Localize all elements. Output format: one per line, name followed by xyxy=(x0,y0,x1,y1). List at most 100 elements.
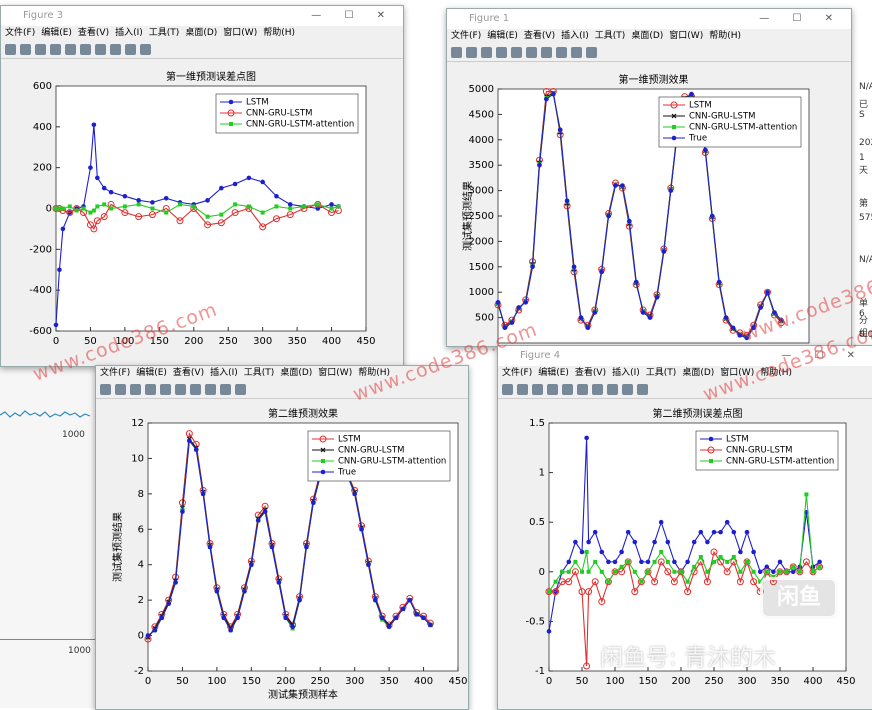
menu-item[interactable]: 帮助(H) xyxy=(709,31,741,41)
toolbar-button[interactable] xyxy=(115,384,126,395)
marker xyxy=(414,612,419,617)
toolbar-button[interactable] xyxy=(532,384,543,395)
menu-item[interactable]: 编辑(E) xyxy=(136,368,167,378)
x-tick-label: 0 xyxy=(53,336,59,347)
menu-item[interactable]: 窗口(W) xyxy=(318,368,353,378)
menu-item[interactable]: 帮助(H) xyxy=(760,368,792,378)
toolbar-button[interactable] xyxy=(541,47,552,58)
menu-item[interactable]: 桌面(D) xyxy=(185,28,218,38)
toolbar-button[interactable] xyxy=(592,384,603,395)
toolbar-button[interactable] xyxy=(451,47,462,58)
marker xyxy=(670,101,678,109)
menu-item[interactable]: 查看(V) xyxy=(574,368,607,378)
marker xyxy=(66,209,74,217)
toolbar-button[interactable] xyxy=(511,47,522,58)
toolbar-button[interactable] xyxy=(100,384,111,395)
toolbar-button[interactable] xyxy=(577,384,588,395)
marker xyxy=(664,568,672,576)
toolbar-button[interactable] xyxy=(517,384,528,395)
marker xyxy=(185,430,193,438)
toolbar-button[interactable] xyxy=(145,384,156,395)
menu-item[interactable]: 桌面(D) xyxy=(682,368,715,378)
toolbar-button[interactable] xyxy=(20,44,31,55)
toolbar-button[interactable] xyxy=(607,384,618,395)
menu-item[interactable]: 文件(F) xyxy=(100,368,131,378)
menu-item[interactable]: 窗口(W) xyxy=(223,28,258,38)
toolbar-button[interactable] xyxy=(95,44,106,55)
toolbar-button[interactable] xyxy=(35,44,46,55)
toolbar-button[interactable] xyxy=(481,47,492,58)
toolbar-button[interactable] xyxy=(235,384,246,395)
marker xyxy=(708,436,714,442)
toolbar-button[interactable] xyxy=(80,44,91,55)
menu-item[interactable]: 工具(T) xyxy=(243,368,275,378)
marker xyxy=(817,559,822,565)
menu-item[interactable]: 文件(F) xyxy=(451,31,482,41)
menu-item[interactable]: 文件(F) xyxy=(502,368,533,378)
toolbar-button[interactable] xyxy=(110,44,121,55)
marker xyxy=(644,568,652,576)
toolbar-button[interactable] xyxy=(571,47,582,58)
toolbar-button[interactable] xyxy=(175,384,186,395)
toolbar-button[interactable] xyxy=(205,384,216,395)
menu-item[interactable]: 工具(T) xyxy=(594,31,626,41)
menu-item[interactable]: 桌面(D) xyxy=(280,368,313,378)
toolbar-button[interactable] xyxy=(220,384,231,395)
menu-item[interactable]: 窗口(W) xyxy=(720,368,755,378)
menu-item[interactable]: 窗口(W) xyxy=(669,31,704,41)
toolbar-button[interactable] xyxy=(562,384,573,395)
menu-item[interactable]: 编辑(E) xyxy=(538,368,569,378)
marker xyxy=(546,629,552,634)
menu-item[interactable]: 工具(T) xyxy=(148,28,180,38)
toolbar-button[interactable] xyxy=(50,44,61,55)
toolbar-button[interactable] xyxy=(466,47,477,58)
toolbar-button[interactable] xyxy=(586,47,597,58)
marker xyxy=(654,294,660,300)
toolbar-button[interactable] xyxy=(140,44,151,55)
chart-title: 第一维预测误差点图 xyxy=(166,70,256,83)
toolbar-button[interactable] xyxy=(160,384,171,395)
marker xyxy=(502,325,508,331)
marker xyxy=(164,210,169,215)
y-tick-label: 10 xyxy=(131,453,144,464)
window-chrome: Figure 3 文件(F) 编辑(E) 查看(V) 插入(I) 工具(T) 桌面(D) 窗口… xyxy=(1,6,403,59)
marker xyxy=(260,210,265,215)
menu-item[interactable]: 工具(T) xyxy=(645,368,677,378)
marker xyxy=(227,109,235,117)
toolbar-button[interactable] xyxy=(496,47,507,58)
menu-item[interactable]: 文件(F) xyxy=(5,28,36,38)
toolbar-button[interactable] xyxy=(130,384,141,395)
toolbar-button[interactable] xyxy=(502,384,513,395)
menu-item[interactable]: 编辑(E) xyxy=(41,28,72,38)
menu-item[interactable]: 查看(V) xyxy=(523,31,556,41)
marker xyxy=(315,202,320,207)
y-axis-label: 测试集预测结果 xyxy=(461,181,474,251)
toolbar xyxy=(1,41,403,59)
menu-item[interactable]: 编辑(E) xyxy=(487,31,518,41)
menu-item[interactable]: 帮助(H) xyxy=(358,368,390,378)
marker xyxy=(235,615,240,621)
x-tick-label: 150 xyxy=(242,676,261,687)
toolbar-button[interactable] xyxy=(190,384,201,395)
toolbar-button[interactable] xyxy=(637,384,648,395)
toolbar-button[interactable] xyxy=(622,384,633,395)
toolbar-button[interactable] xyxy=(5,44,16,55)
x-tick-label: 400 xyxy=(803,676,822,687)
toolbar-button[interactable] xyxy=(65,44,76,55)
marker xyxy=(542,88,550,96)
menu-item[interactable]: 桌面(D) xyxy=(631,31,664,41)
toolbar-button[interactable] xyxy=(125,44,136,55)
menu-item[interactable]: 查看(V) xyxy=(172,368,205,378)
menu-item[interactable]: 插入(I) xyxy=(210,368,238,378)
toolbar-button[interactable] xyxy=(556,47,567,58)
marker xyxy=(730,325,736,331)
menu-item[interactable]: 帮助(H) xyxy=(263,28,295,38)
menu-item[interactable]: 插入(I) xyxy=(561,31,589,41)
menu-item[interactable]: 查看(V) xyxy=(77,28,110,38)
menu-item[interactable]: 插入(I) xyxy=(115,28,143,38)
marker xyxy=(709,459,713,463)
menu-item[interactable]: 插入(I) xyxy=(612,368,640,378)
marker xyxy=(386,624,392,630)
toolbar-button[interactable] xyxy=(526,47,537,58)
toolbar-button[interactable] xyxy=(547,384,558,395)
